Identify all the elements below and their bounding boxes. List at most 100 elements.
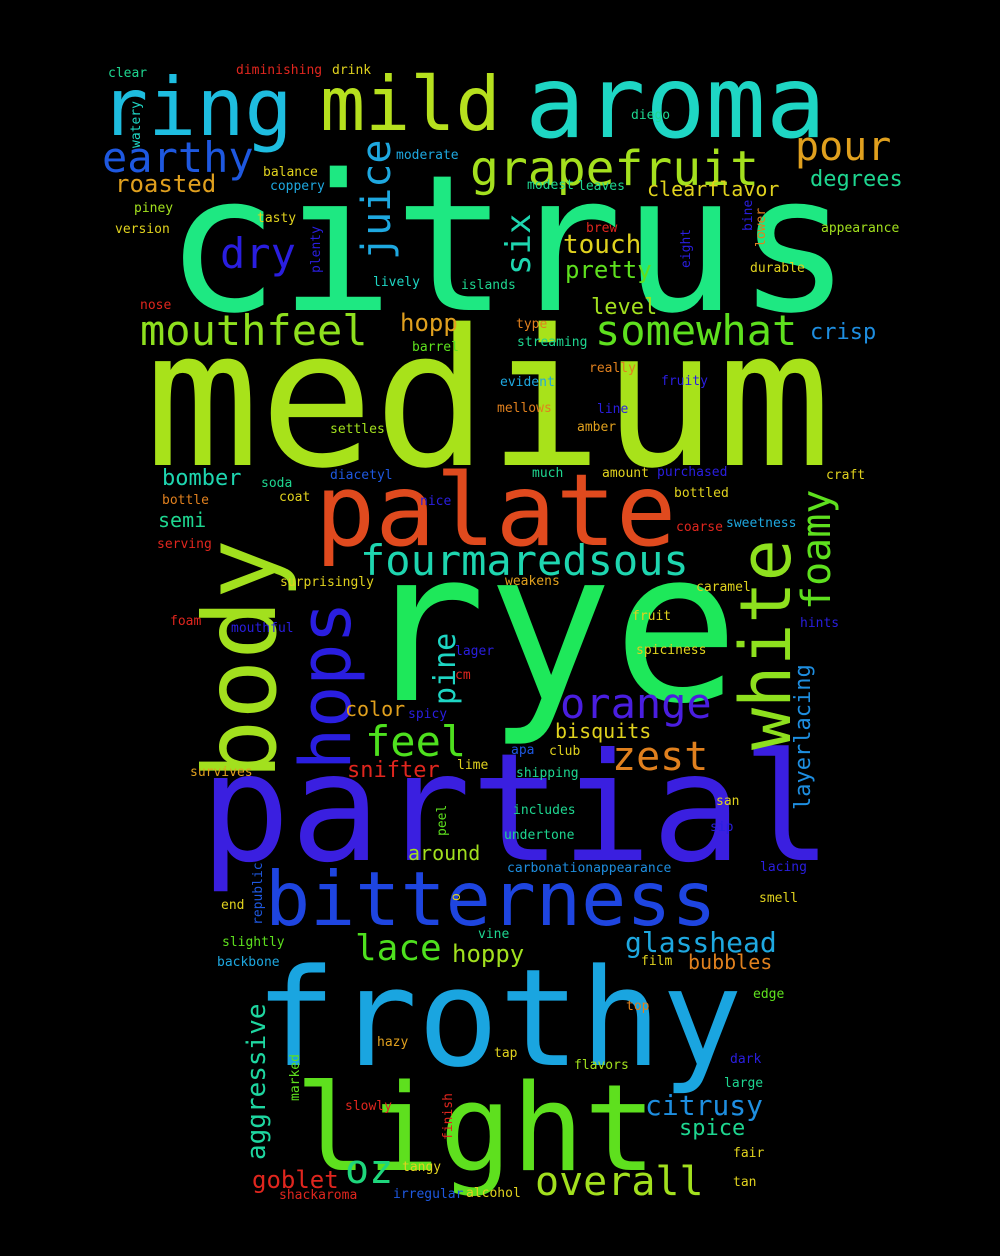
word-mellows: mellows [497,401,552,416]
word-medium: medium [145,289,831,510]
word-diminishing: diminishing [236,63,322,78]
word-partial: partial [200,722,832,896]
word-weakens: weakens [505,574,560,589]
word-aroma: aroma [525,44,826,161]
word-backbone: backbone [217,955,280,970]
word-bottle: bottle [162,493,209,508]
word-lace: lace [355,928,442,969]
word-sweetness: sweetness [726,516,796,531]
word-nice: nice [420,494,451,509]
word-fruit: fruit [632,609,671,624]
word-top: top [626,999,650,1014]
word-cm: cm [455,668,471,683]
word-alcohol: alcohol [466,1186,521,1201]
word-crisp: crisp [810,320,876,345]
word-slowly: slowly [345,1099,392,1114]
word-peel: peel [435,805,450,836]
word-nose: nose [140,298,171,313]
word-version: version [115,222,170,237]
word-body: body [182,539,299,780]
word-spicy: spicy [408,707,447,722]
word-republic: republic [251,862,266,925]
word-undertone: undertone [504,828,575,843]
word-caramel: caramel [696,580,751,595]
word-orange: orange [560,679,712,728]
word-earthy: earthy [102,133,254,182]
word-much: much [532,466,563,481]
word-san: san [716,794,739,809]
word-apa: apa [511,743,534,758]
word-settles: settles [330,422,385,437]
word-aggressive: aggressive [242,1003,272,1160]
word-fourmaredsous: fourmaredsous [360,536,689,585]
word-frothy: frothy [255,940,743,1097]
word-soda: soda [261,476,292,491]
word-amber: amber [577,420,616,435]
word-semi: semi [158,508,206,532]
word-coarse: coarse [676,520,723,535]
word-marked: marked [288,1054,303,1101]
word-plenty: plenty [309,226,324,273]
word-eight: eight [679,229,694,268]
word-citrusy: citrusy [645,1089,763,1122]
word-really: really [589,361,636,376]
word-oz: oz [345,1147,393,1193]
word-zest: zest [612,734,708,780]
word-palate: palate [315,452,676,569]
word-rye: rye [360,505,739,750]
word-hazy: hazy [377,1035,408,1050]
word-lively: lively [373,275,420,290]
word-purchased: purchased [657,465,727,480]
word-bisquits: bisquits [555,719,651,743]
word-streaming: streaming [517,335,587,350]
word-line: line [597,402,628,417]
word-around: around [408,841,480,865]
word-foamy: foamy [794,490,840,610]
word-includes: includes [513,803,576,818]
word-o: o [449,893,464,901]
word-diego: diego [631,108,670,123]
word-degrees: degrees [810,167,903,192]
word-bine: bine [741,200,756,231]
word-bomber: bomber [162,466,241,491]
word-coat: coat [279,490,310,505]
word-shipping: shipping [516,766,579,781]
word-lower: lower [754,208,769,247]
word-islands: islands [461,278,516,293]
word-level: level [591,295,657,320]
word-carbonationappearance: carbonationappearance [507,861,672,876]
word-edge: edge [753,987,784,1002]
word-dark: dark [730,1052,761,1067]
word-appearance: appearance [821,221,899,236]
word-light: light [295,1060,656,1199]
word-ring: ring [100,61,293,154]
word-tangy: tangy [402,1160,441,1175]
word-slightly: slightly [222,935,285,950]
word-club: club [549,744,580,759]
word-dry: dry [220,229,296,278]
word-vine: vine [478,927,509,942]
word-sip: sip [710,820,734,835]
word-goblet: goblet [252,1166,339,1194]
word-large: large [724,1076,763,1091]
word-clearflavor: clearflavor [647,177,779,201]
word-evident: evident [500,375,555,390]
word-hoppy: hoppy [452,940,524,968]
word-piney: piney [134,201,173,216]
word-craft: craft [826,468,865,483]
word-hopp: hopp [400,309,458,337]
word-smell: smell [759,891,798,906]
word-survives: survives [190,765,253,780]
word-durable: durable [750,261,805,276]
word-brew: brew [586,221,617,236]
word-type: type [516,317,547,332]
word-tasty: tasty [257,211,296,226]
word-pine: pine [428,633,463,705]
word-end: end [221,898,244,913]
word-clear: clear [108,66,147,81]
word-spiciness: spiciness [636,643,706,658]
word-pretty: pretty [565,256,652,284]
word-somewhat: somewhat [595,306,797,355]
word-roasted: roasted [115,170,216,198]
